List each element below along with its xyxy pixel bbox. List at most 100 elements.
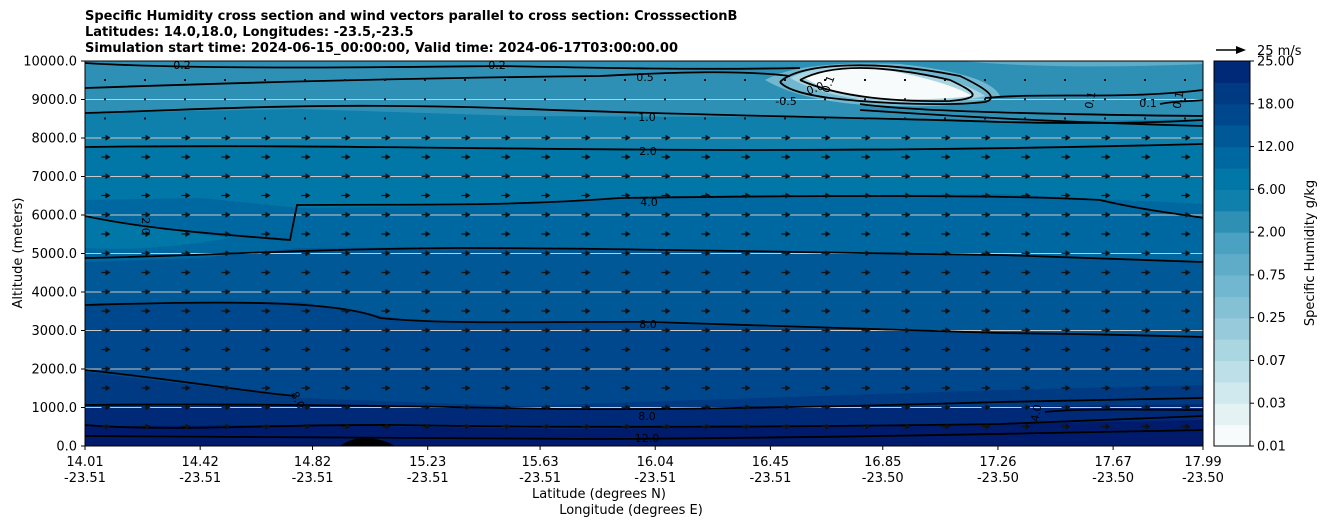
- wind-vector-511: [381, 423, 391, 430]
- wind-vector-head: [1185, 346, 1191, 353]
- wind-vector-20: [904, 79, 906, 81]
- contour-line-0: [85, 62, 801, 70]
- wind-vector-508: [261, 423, 271, 430]
- wind-vector-head: [385, 346, 391, 353]
- wind-vector-119: [381, 154, 391, 160]
- wind-vector-15: [704, 79, 706, 81]
- wind-vector-518: [661, 423, 671, 430]
- wind-vector-305: [1101, 269, 1111, 276]
- wind-vector-526: [981, 423, 991, 430]
- wind-vector-head: [745, 211, 751, 218]
- wind-vector-head: [865, 327, 871, 334]
- wind-vector-1: [144, 79, 146, 81]
- wind-vector-head: [185, 385, 191, 391]
- wind-vector-52: [1064, 98, 1066, 101]
- wind-vector-head: [1105, 365, 1111, 372]
- wind-vector-88: [261, 134, 271, 141]
- wind-vector-head: [1105, 211, 1111, 218]
- wind-vector-498: [981, 404, 991, 411]
- wind-vector-315: [381, 288, 391, 295]
- wind-vector-51: [1024, 98, 1026, 101]
- wind-vector-head: [1065, 173, 1071, 180]
- wind-vector-head: [945, 250, 951, 257]
- wind-vector-200: [261, 211, 271, 218]
- wind-vector-12: [584, 79, 586, 81]
- wind-vector-72: [744, 117, 746, 120]
- humidity-driest-core: [805, 67, 972, 100]
- wind-vector-128: [741, 154, 751, 160]
- wind-vector-head: [745, 173, 751, 180]
- wind-vector-head: [105, 365, 111, 372]
- wind-vector-head: [705, 346, 711, 353]
- wind-vector-261: [461, 250, 471, 257]
- wind-vector-209: [621, 211, 631, 218]
- wind-vector-427: [381, 365, 391, 372]
- wind-vector-head: [905, 288, 911, 295]
- wind-vector-head: [305, 308, 311, 314]
- wind-vector-488: [581, 404, 591, 411]
- wind-vector-171: [221, 192, 231, 199]
- wind-vector-84: [101, 134, 111, 141]
- wind-vector-stub: [584, 98, 586, 101]
- wind-vector-head: [1185, 134, 1191, 141]
- wind-vector-head: [745, 250, 751, 257]
- wind-vector-head: [745, 385, 751, 391]
- wind-vector-233: [461, 231, 471, 237]
- wind-vector-head: [985, 365, 991, 372]
- wind-vector-114: [181, 154, 191, 160]
- wind-vector-58: [184, 117, 186, 120]
- contour-label-16: 4.0: [1029, 403, 1045, 422]
- wind-vector-482: [341, 404, 351, 411]
- contour-label-7: 0.1: [1139, 97, 1157, 110]
- wind-vector-head: [305, 269, 311, 276]
- wind-vector-stub: [984, 98, 986, 101]
- wind-vector-98: [661, 134, 671, 141]
- wind-vector-118: [341, 154, 351, 160]
- wind-vector-stub: [784, 79, 786, 81]
- wind-vector-head: [1025, 269, 1031, 276]
- wind-vector-134: [981, 154, 991, 160]
- contour-line-4: [85, 195, 1203, 241]
- wind-vector-head: [185, 288, 191, 295]
- wind-vector-288: [421, 269, 431, 276]
- wind-vector-330: [981, 288, 991, 295]
- wind-vector-267: [701, 250, 711, 257]
- wind-vector-471: [1021, 385, 1031, 391]
- wind-vector-head: [185, 365, 191, 372]
- wind-vector-stub: [1144, 79, 1146, 81]
- wind-vector-93: [461, 134, 471, 141]
- wind-vector-452: [261, 385, 271, 391]
- wind-vector-stub: [344, 98, 346, 101]
- wind-vector-head: [625, 231, 631, 237]
- wind-vector-stub: [704, 79, 706, 81]
- y-tick-label-4: 4000.0: [32, 286, 78, 301]
- wind-vector-377: [621, 327, 631, 334]
- wind-vector-head: [865, 404, 871, 411]
- wind-scale-arrowhead: [1236, 46, 1246, 54]
- wind-vector-204: [421, 211, 431, 218]
- wind-vector-head: [905, 308, 911, 314]
- wind-vector-head: [625, 154, 631, 160]
- wind-vector-head: [345, 423, 351, 430]
- wind-vector-head: [865, 154, 871, 160]
- wind-vector-head: [465, 173, 471, 180]
- wind-vector-264: [581, 250, 591, 257]
- wind-vector-246: [981, 231, 991, 237]
- wind-vector-56: [104, 117, 106, 120]
- wind-vector-11: [544, 79, 546, 81]
- wind-vector-head: [745, 134, 751, 141]
- wind-vector-head: [665, 365, 671, 372]
- wind-vector-282: [181, 269, 191, 276]
- wind-vector-stub: [624, 79, 626, 81]
- wind-vector-364: [101, 327, 111, 334]
- wind-vector-7: [384, 79, 386, 81]
- chart-title: Specific Humidity cross section and wind…: [85, 9, 737, 57]
- wind-vector-231: [381, 231, 391, 237]
- wind-vector-head: [745, 231, 751, 237]
- wind-vector-81: [1104, 117, 1106, 120]
- wind-vector-head: [1065, 211, 1071, 218]
- wind-vector-513: [461, 423, 471, 430]
- wind-vector-524: [901, 423, 911, 430]
- wind-vector-stub: [904, 98, 906, 101]
